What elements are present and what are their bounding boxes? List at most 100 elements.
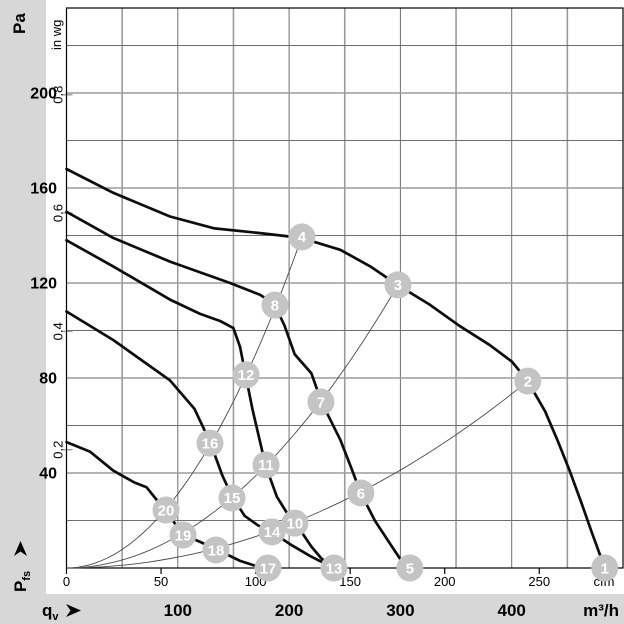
operating-point: 15 (218, 484, 246, 512)
operating-point-label: 5 (406, 560, 414, 577)
operating-point-label: 12 (238, 367, 255, 384)
pfs-axis-label: Pfs (11, 541, 33, 592)
operating-point: 16 (196, 429, 224, 457)
operating-point-label: 6 (357, 485, 365, 502)
pa-tick-label: 160 (30, 181, 57, 198)
pa-tick-label: 40 (39, 466, 57, 483)
cfm-tick-label: 250 (528, 574, 550, 589)
operating-point: 17 (254, 554, 282, 582)
inwg-tick-label: 0.8 (51, 86, 66, 104)
right-arrow-icon (66, 604, 81, 617)
svg-text:Pfs: Pfs (11, 571, 33, 592)
qv-tick-label: 400 (498, 601, 526, 620)
operating-point-circle (396, 554, 424, 582)
operating-point-circle (307, 388, 335, 416)
operating-point: 11 (252, 451, 280, 479)
operating-point-label: 7 (317, 394, 325, 411)
axis-tick-labels: 40 80 120 160 200 0.2 0.4 0.6 0.8 0 50 100 150 200 250… (30, 86, 550, 621)
operating-point-circle (218, 484, 246, 512)
operating-point-circle (232, 361, 260, 389)
fan-curves (65, 167, 607, 570)
operating-point-circle (152, 496, 180, 524)
operating-point: 10 (281, 509, 309, 537)
pfs-label-base: P (11, 581, 30, 592)
operating-point-label: 13 (326, 560, 343, 577)
operating-point: 19 (169, 521, 197, 549)
operating-point-circle (514, 367, 542, 395)
up-arrow-icon (14, 541, 27, 556)
operating-point-label: 18 (208, 542, 225, 559)
operating-point-circle (261, 291, 289, 319)
operating-point-circle (202, 536, 230, 564)
operating-point-label: 3 (394, 277, 402, 294)
operating-point: 4 (288, 223, 316, 251)
operating-point: 2 (514, 367, 542, 395)
operating-point-circle (591, 554, 619, 582)
operating-point-label: 11 (258, 457, 274, 474)
cfm-tick-label: 50 (154, 574, 168, 589)
operating-point-label: 2 (524, 373, 532, 390)
qv-label-sub: v (52, 611, 59, 623)
pfs-label-sub: fs (21, 571, 33, 581)
inwg-tick-label: 0.2 (51, 441, 66, 459)
operating-point-label: 10 (287, 515, 304, 532)
operating-point-label: 8 (271, 297, 279, 314)
operating-point-label: 1 (601, 560, 609, 577)
operating-point-circle (320, 554, 348, 582)
qv-label-base: q (42, 601, 52, 620)
operating-point-circle (288, 223, 316, 251)
qv-tick-label: 200 (275, 601, 303, 620)
operating-point-circle (252, 451, 280, 479)
operating-point: 14 (258, 518, 286, 546)
fan-curve-5 (65, 440, 270, 570)
operating-point-circle (258, 518, 286, 546)
svg-text:qv: qv (42, 601, 59, 623)
m3h-unit-label: m³/h (583, 601, 619, 620)
operating-point-label: 15 (224, 490, 241, 507)
bottom-axis-band (0, 594, 624, 624)
pa-tick-label: 80 (39, 371, 57, 388)
axis-unit-labels: Pa in wg Pfs qv m³/h cfm (10, 13, 619, 623)
inwg-tick-label: 0.4 (51, 322, 66, 340)
operating-point: 1 (591, 554, 619, 582)
operating-point-label: 4 (298, 229, 307, 246)
fan-curve-3 (65, 238, 335, 570)
qv-axis-label: qv (42, 601, 81, 623)
operating-point-label: 19 (175, 527, 192, 544)
pa-tick-label: 200 (30, 86, 57, 103)
operating-point-label: 14 (264, 524, 281, 541)
operating-point-circle (254, 554, 282, 582)
operating-point: 12 (232, 361, 260, 389)
operating-point-circle (384, 271, 412, 299)
operating-point: 3 (384, 271, 412, 299)
operating-point-circle (196, 429, 224, 457)
operating-point-label: 20 (158, 502, 175, 519)
operating-point: 6 (347, 479, 375, 507)
operating-point: 13 (320, 554, 348, 582)
qv-tick-label: 100 (164, 601, 192, 620)
operating-point: 20 (152, 496, 180, 524)
operating-point-circle (347, 479, 375, 507)
left-margin (0, 0, 46, 624)
inwg-unit-label: in wg (49, 20, 64, 50)
operating-point-label: 16 (202, 435, 219, 452)
cfm-tick-label: 0 (63, 574, 70, 589)
fan-curve-1 (65, 167, 607, 570)
operating-point: 18 (202, 536, 230, 564)
cfm-tick-label: 200 (434, 574, 456, 589)
operating-point-circle (169, 521, 197, 549)
operating-point: 7 (307, 388, 335, 416)
qv-tick-label: 300 (386, 601, 414, 620)
pa-unit-label: Pa (10, 13, 29, 34)
fan-curve-2 (65, 210, 411, 570)
operating-point: 8 (261, 291, 289, 319)
pa-tick-label: 120 (30, 276, 57, 293)
operating-point-label: 17 (260, 560, 277, 577)
operating-point: 5 (396, 554, 424, 582)
system-line-A (66, 236, 303, 569)
inwg-tick-label: 0.6 (51, 204, 66, 222)
cfm-tick-label: 150 (339, 574, 361, 589)
